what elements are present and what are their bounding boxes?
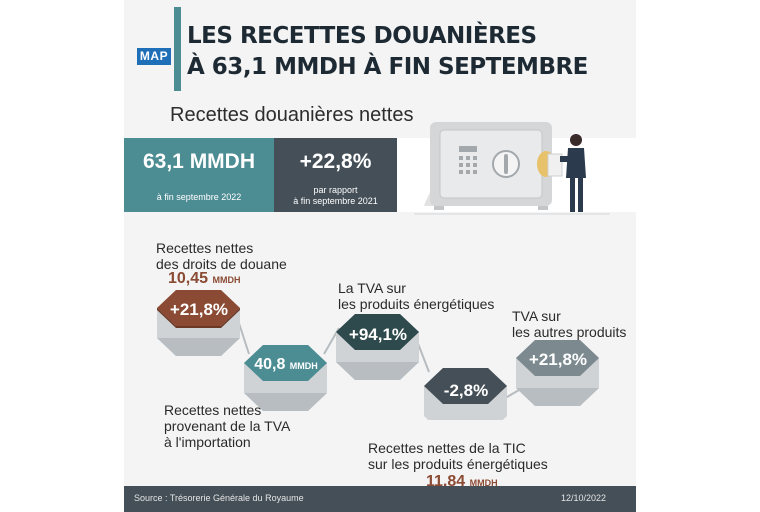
item-2-label: Recettes nettes provenant de la TVA à l'… <box>164 402 290 450</box>
map-logo: MAP <box>137 48 171 65</box>
item-4-label-line-2: sur les produits énergétiques <box>368 456 548 472</box>
item-5-value: +21,8% <box>528 350 588 369</box>
publication-date: 12/10/2022 <box>560 493 606 503</box>
item-1-label: Recettes nettes des droits de douane <box>156 240 287 272</box>
title-accent-bar <box>174 7 181 91</box>
total-panel: 63,1 MMDH à fin septembre 2022 <box>124 138 274 212</box>
page-title: LES RECETTES DOUANIÈRES À 63,1 MMDH À FI… <box>187 21 588 83</box>
growth-value: +22,8% <box>299 150 372 173</box>
item-3-value: +94,1% <box>348 325 408 344</box>
item-2-label-line-1: Recettes nettes <box>164 402 262 418</box>
hex-block-2 <box>244 345 327 411</box>
total-value: 63,1 MMDH <box>142 150 256 173</box>
item-2-label-line-2: provenant de la TVA <box>164 418 291 434</box>
title-line-2: À 63,1 MMDH À FIN SEPTEMBRE <box>187 54 588 80</box>
item-2-value-number: 40,8 <box>254 356 286 373</box>
item-4-amount-unit: MMDH <box>469 478 498 488</box>
item-4-label-line-1: Recettes nettes de la TIC <box>368 440 526 456</box>
item-5-label-line-2: les autres produits <box>512 324 627 340</box>
item-5-label-line-1: TVA sur <box>512 308 561 324</box>
safe-illustration <box>414 122 610 215</box>
footer-bar: Source : Trésorerie Générale du Royaume … <box>124 486 636 512</box>
item-5-label: TVA sur les autres produits <box>512 308 626 340</box>
item-2-label-line-3: à l'importation <box>164 434 251 450</box>
item-3-label-line-1: La TVA sur <box>338 280 406 296</box>
item-4-label: Recettes nettes de la TIC sur les produi… <box>368 440 548 472</box>
item-1-label-line-2: des droits de douane <box>156 256 287 272</box>
hex-block-3 <box>336 314 419 380</box>
item-3-label-line-2: les produits énergétiques <box>338 296 495 312</box>
item-1-amount-unit: MMDH <box>212 275 241 285</box>
item-1-value: +21,8% <box>169 300 229 319</box>
section-subtitle: Recettes douanières nettes <box>170 104 414 126</box>
item-1-label-line-1: Recettes nettes <box>156 240 254 256</box>
growth-caption-1: par rapport <box>313 185 358 195</box>
item-3-label: La TVA sur les produits énergétiques <box>338 280 494 312</box>
hex-block-1 <box>157 290 240 356</box>
item-2-value: 40,8 MMDH <box>243 356 329 374</box>
item-4-amount-value: 11,84 <box>426 473 466 490</box>
growth-panel: +22,8% par rapport à fin septembre 2021 <box>274 138 397 212</box>
item-1-amount: 10,45 MMDH <box>168 270 241 288</box>
item-1-amount-value: 10,45 <box>168 270 209 287</box>
item-4-amount: 11,84 MMDH <box>426 473 498 491</box>
source-text: Source : Trésorerie Générale du Royaume <box>134 493 304 503</box>
item-2-value-unit: MMDH <box>289 361 318 371</box>
title-line-1: LES RECETTES DOUANIÈRES <box>187 23 537 49</box>
item-4-value: -2,8% <box>443 381 489 400</box>
hexagon-chain <box>157 290 599 420</box>
infographic-card: MAP LES RECETTES DOUANIÈRES À 63,1 MMDH … <box>124 0 636 512</box>
total-caption: à fin septembre 2022 <box>156 192 242 202</box>
hex-block-4 <box>424 368 507 420</box>
growth-caption-2: à fin septembre 2021 <box>293 196 378 206</box>
hex-block-5 <box>516 340 599 406</box>
